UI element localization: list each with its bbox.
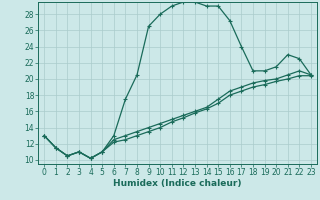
X-axis label: Humidex (Indice chaleur): Humidex (Indice chaleur): [113, 179, 242, 188]
